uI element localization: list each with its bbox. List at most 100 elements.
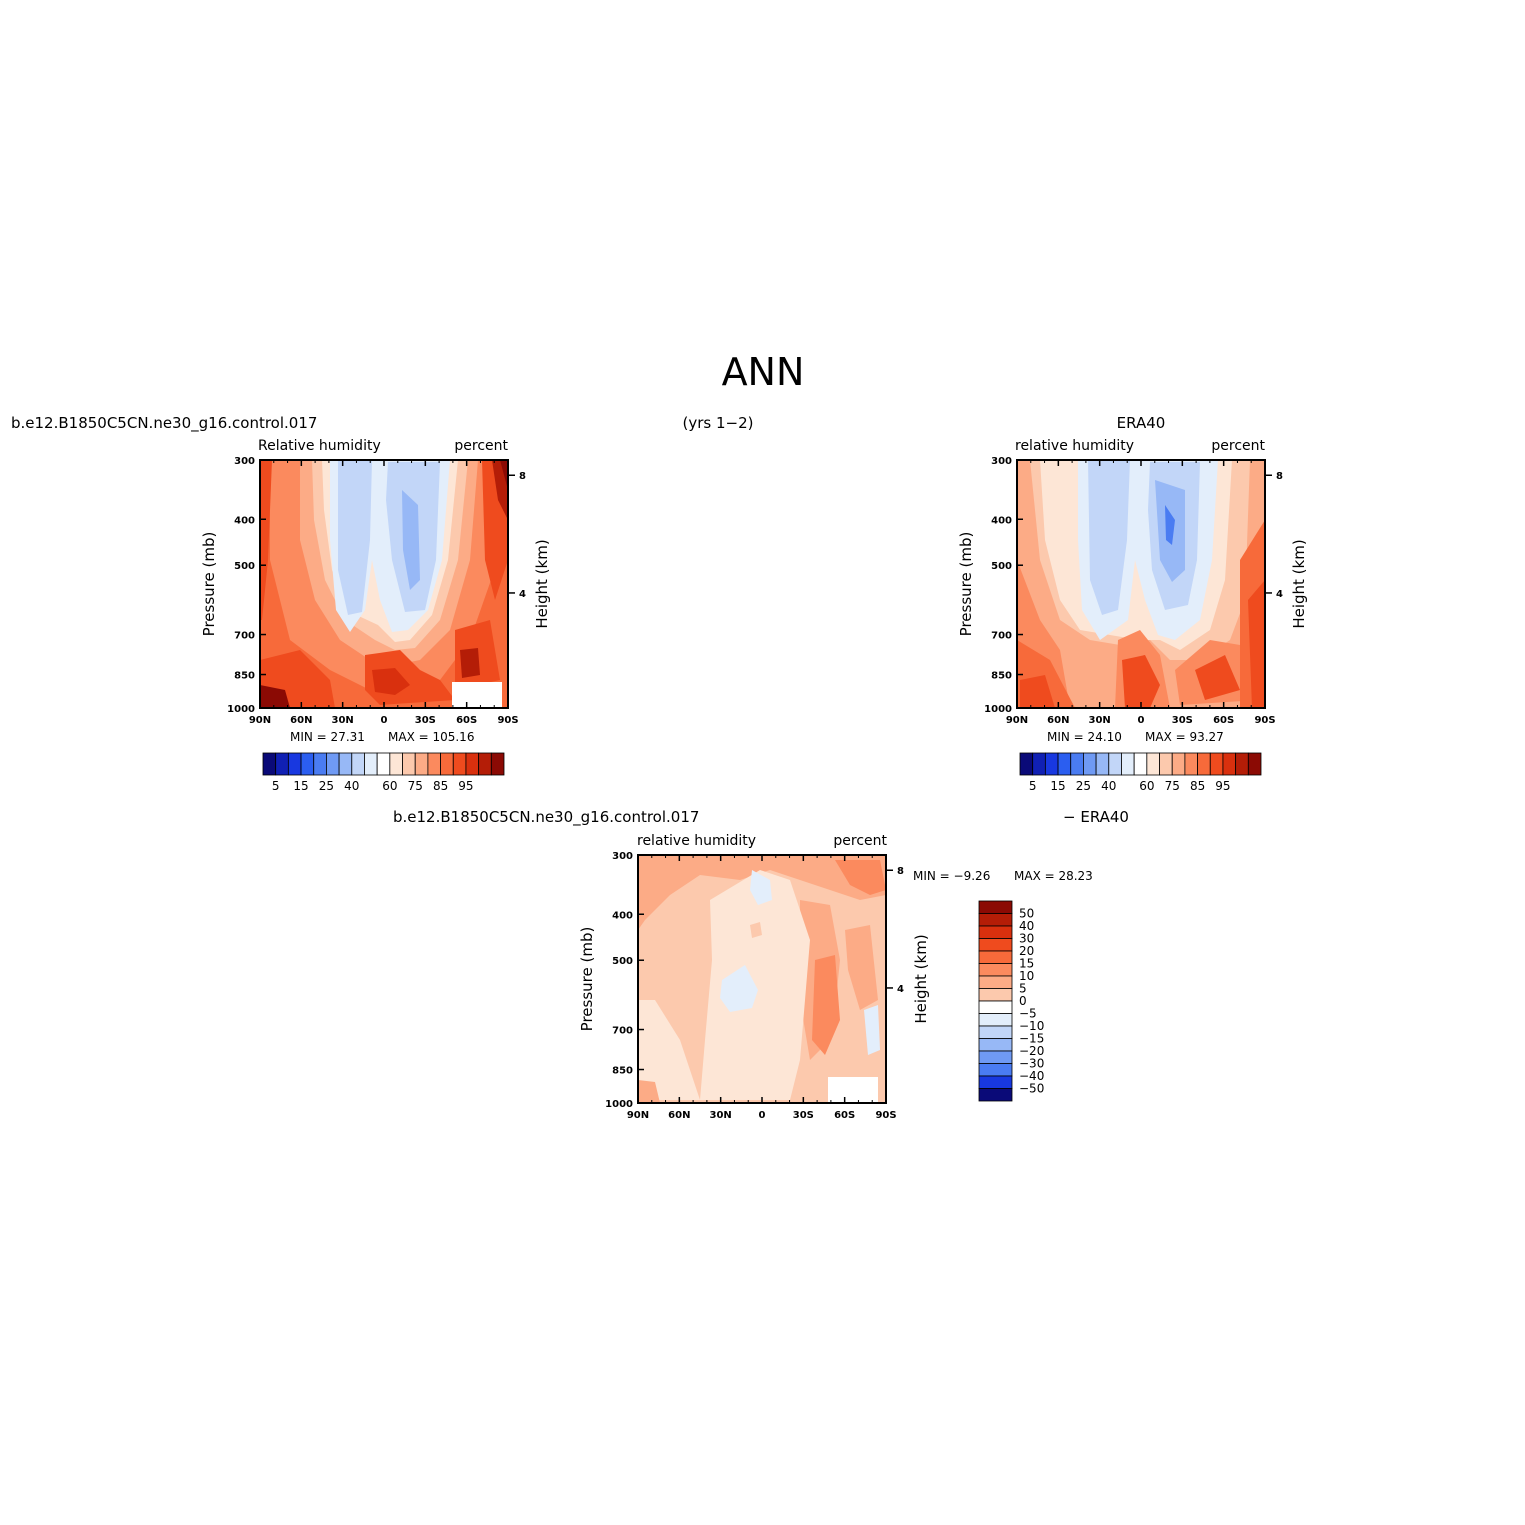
x-tick-label: 90N (249, 715, 271, 726)
colorbar-box (1083, 752, 1097, 776)
y-tick-label: 700 (234, 631, 255, 642)
colorbar-label: 10 (1019, 969, 1034, 983)
y-tick-label: 700 (991, 631, 1012, 642)
y-tick-label: 300 (991, 456, 1012, 467)
colorbar-box (1247, 752, 1262, 776)
panel-model-subtitle: Relative humidity (258, 438, 381, 454)
panel-model-ylabel-right: Height (km) (533, 539, 551, 628)
colorbar-label: 50 (1019, 907, 1034, 921)
colorbar-label: 25 (319, 779, 334, 793)
colorbar-box (978, 1013, 1013, 1027)
colorbar-box (338, 752, 353, 776)
y-tick-label: 850 (234, 671, 255, 682)
height-tick-label: 8 (897, 866, 904, 877)
height-tick-label: 4 (1276, 589, 1283, 600)
colorbar-label: 60 (382, 779, 397, 793)
colorbar-label: 5 (1029, 779, 1037, 793)
panel-diff-min: MIN = −9.26 (913, 869, 990, 883)
colorbar-label: 60 (1139, 779, 1154, 793)
y-tick-label: 850 (612, 1066, 633, 1077)
x-tick-label: 60S (1213, 715, 1234, 726)
colorbar-label: 85 (1190, 779, 1205, 793)
colorbar-box (1159, 752, 1173, 776)
panel-model-colorbar: 5 15 25 40 60 75 85 95 (262, 752, 505, 793)
height-tick-label: 8 (519, 471, 526, 482)
colorbar-box (490, 752, 505, 776)
y-tick-label: 400 (612, 910, 633, 921)
colorbar-box (978, 963, 1013, 977)
x-tick-label: 30N (710, 1110, 732, 1121)
colorbar-box (1108, 752, 1122, 776)
panel-diff-header-right: − ERA40 (1063, 808, 1129, 826)
colorbar-box (1184, 752, 1198, 776)
colorbar-box (978, 913, 1013, 927)
x-tick-label: 90N (627, 1110, 649, 1121)
colorbar-box (1146, 752, 1160, 776)
panel-obs-ylabel-right: Height (km) (1290, 539, 1308, 628)
colorbar-box (978, 900, 1013, 914)
panel-diff-units: percent (833, 833, 887, 849)
colorbar-box (978, 1063, 1013, 1077)
colorbar-label: 40 (1101, 779, 1116, 793)
panel-obs-contours (1017, 460, 1265, 708)
panel-model: b.e12.B1850C5CN.ne30_g16.control.017 Rel… (11, 414, 551, 793)
height-tick-label: 4 (519, 589, 526, 600)
panel-model-header: b.e12.B1850C5CN.ne30_g16.control.017 (11, 414, 317, 433)
colorbar-box (978, 1038, 1013, 1052)
colorbar-box (1057, 752, 1072, 776)
panel-obs-colorbar: 5 15 25 40 60 75 85 95 (1019, 752, 1262, 793)
panel-obs: ERA40 relative humidity percent 90N 60N 30… (957, 414, 1308, 793)
panel-diff-header: b.e12.B1850C5CN.ne30_g16.control.017 (393, 808, 699, 827)
height-tick-label: 8 (1276, 471, 1283, 482)
colorbar-box (351, 752, 365, 776)
panel-model-contours (260, 460, 508, 708)
colorbar-box (1019, 752, 1034, 776)
colorbar-label: 15 (1019, 957, 1034, 971)
panel-model-units: percent (454, 438, 508, 454)
colorbar-box (1032, 752, 1046, 776)
panel-model-min: MIN = 27.31 (290, 730, 365, 744)
panel-obs-min: MIN = 24.10 (1047, 730, 1122, 744)
colorbar-label: 40 (344, 779, 359, 793)
x-tick-label: 30S (415, 715, 436, 726)
y-tick-label: 1000 (984, 704, 1012, 715)
colorbar-label: 95 (1215, 779, 1230, 793)
y-tick-label: 300 (234, 456, 255, 467)
y-tick-label: 1000 (227, 704, 255, 715)
colorbar-box (978, 1025, 1013, 1039)
colorbar-label: −40 (1019, 1069, 1044, 1083)
colorbar-label: −50 (1019, 1082, 1044, 1096)
panel-diff: b.e12.B1850C5CN.ne30_g16.control.017 − E… (393, 808, 1129, 1121)
x-tick-label: 90N (1006, 715, 1028, 726)
colorbar-box (978, 1075, 1013, 1089)
colorbar-label: −30 (1019, 1057, 1044, 1071)
colorbar-box (465, 752, 480, 776)
y-tick-label: 500 (612, 956, 633, 967)
colorbar-box (313, 752, 327, 776)
colorbar-box (1235, 752, 1249, 776)
colorbar-label: 30 (1019, 932, 1034, 946)
x-tick-label: 90S (875, 1110, 896, 1121)
colorbar-box (1121, 752, 1135, 776)
figure-title: ANN (722, 350, 805, 394)
colorbar-label: 25 (1076, 779, 1091, 793)
y-tick-label: 500 (234, 561, 255, 572)
colorbar-label: −10 (1019, 1019, 1044, 1033)
x-tick-label: 90S (1254, 715, 1275, 726)
x-tick-label: 60S (834, 1110, 855, 1121)
colorbar-box (376, 752, 391, 776)
y-tick-label: 300 (612, 851, 633, 862)
y-tick-label: 400 (991, 515, 1012, 526)
colorbar-label: 20 (1019, 944, 1034, 958)
panel-model-max: MAX = 105.16 (388, 730, 474, 744)
panel-diff-ylabel: Pressure (mb) (578, 927, 596, 1032)
colorbar-box (1171, 752, 1186, 776)
panel-obs-ylabel: Pressure (mb) (957, 532, 975, 637)
panel-model-ylabel: Pressure (mb) (200, 532, 218, 637)
colorbar-box (452, 752, 467, 776)
x-tick-label: 0 (1138, 715, 1145, 726)
y-tick-label: 700 (612, 1026, 633, 1037)
x-tick-label: 60N (290, 715, 312, 726)
colorbar-label: 40 (1019, 919, 1034, 933)
